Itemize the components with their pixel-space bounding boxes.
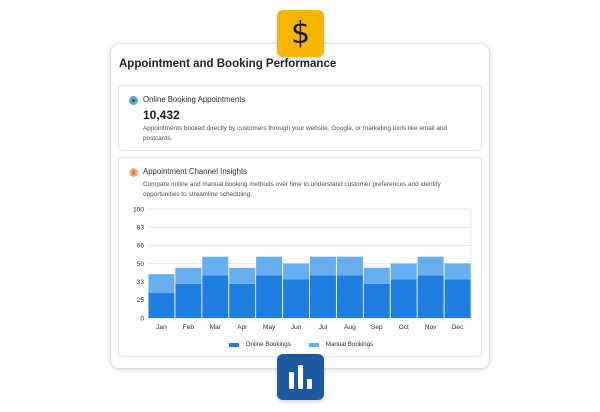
bar-chart-icon-bar-2 — [298, 365, 303, 389]
bar-manual-aug[interactable] — [336, 256, 363, 276]
bar-online-mar[interactable] — [202, 275, 229, 318]
bar-online-nov[interactable] — [417, 275, 444, 318]
x-tick-label: Jan — [156, 324, 167, 331]
bar-manual-jun[interactable] — [283, 263, 310, 280]
y-tick-label: 100 — [133, 206, 144, 213]
dollar-badge: $ — [277, 10, 324, 57]
y-tick-label: 25 — [137, 297, 145, 304]
bar-online-feb[interactable] — [175, 283, 202, 318]
y-tick-label: 50 — [137, 261, 145, 268]
x-tick-label: Nov — [425, 324, 437, 331]
bar-manual-feb[interactable] — [175, 267, 202, 284]
channel-insights-panel: Appointment Channel Insights Compare onl… — [118, 157, 482, 357]
y-tick-label: 66 — [137, 243, 145, 250]
x-tick-label: Aug — [344, 324, 356, 331]
legend-item-online[interactable]: Online Bookings — [228, 341, 291, 348]
x-tick-label: Jun — [291, 324, 302, 331]
y-tick-label: 83 — [137, 224, 145, 231]
bar-online-dec[interactable] — [444, 279, 471, 318]
bar-manual-nov[interactable] — [417, 256, 444, 276]
chart-legend: Online Bookings Manual Bookings — [119, 341, 483, 348]
x-tick-label: Jul — [319, 324, 328, 331]
channel-insights-heading: Appointment Channel Insights — [143, 167, 248, 176]
online-booking-panel: Online Booking Appointments 10,432 Appoi… — [118, 85, 482, 151]
bar-online-oct[interactable] — [390, 279, 417, 318]
bar-chart-icon-bar-3 — [307, 379, 312, 389]
bar-manual-may[interactable] — [256, 256, 283, 276]
info-dot-icon — [129, 96, 138, 105]
y-tick-label: 33 — [137, 279, 145, 286]
online-booking-description: Appointments booked directly by customer… — [143, 125, 448, 142]
x-tick-label: Feb — [183, 324, 195, 331]
bookings-chart: 100 83 66 50 33 25 0 Jan Feb Mar Apr May Jun Jul Aug Se… — [133, 206, 472, 331]
bar-manual-apr[interactable] — [229, 267, 256, 284]
bar-chart-icon-bar-1 — [289, 372, 294, 389]
bar-manual-mar[interactable] — [202, 256, 229, 276]
legend-item-manual[interactable]: Manual Bookings — [308, 341, 374, 348]
bar-online-may[interactable] — [256, 275, 283, 318]
bar-online-jun[interactable] — [283, 279, 310, 318]
y-tick-label: 0 — [140, 315, 144, 322]
dollar-icon: $ — [290, 15, 311, 51]
x-tick-label: Oct — [399, 324, 409, 331]
bar-online-sep[interactable] — [363, 283, 390, 318]
legend-swatch-manual — [308, 342, 319, 347]
bar-manual-sep[interactable] — [363, 267, 390, 284]
bar-manual-jan[interactable] — [148, 274, 175, 294]
document-icon — [129, 168, 138, 177]
legend-swatch-online — [228, 342, 239, 347]
online-booking-value: 10,432 — [143, 108, 180, 122]
legend-label-manual: Manual Bookings — [325, 341, 374, 348]
bar-online-jul[interactable] — [309, 275, 336, 318]
card-title: Appointment and Booking Performance — [119, 58, 337, 70]
bar-manual-oct[interactable] — [390, 263, 417, 280]
x-tick-label: Sep — [371, 324, 383, 331]
x-tick-label: Dec — [452, 324, 464, 331]
bar-manual-jul[interactable] — [309, 256, 336, 276]
bar-online-aug[interactable] — [336, 275, 363, 318]
x-tick-label: Mar — [210, 324, 222, 331]
performance-card: Appointment and Booking Performance Onli… — [111, 44, 489, 368]
channel-insights-description: Compare online and manual booking method… — [143, 181, 441, 198]
online-booking-heading: Online Booking Appointments — [143, 95, 246, 104]
legend-label-online: Online Bookings — [245, 341, 291, 348]
bar-online-jan[interactable] — [148, 293, 175, 318]
x-tick-label: May — [263, 324, 276, 331]
bar-manual-dec[interactable] — [444, 263, 471, 280]
x-tick-label: Apr — [237, 324, 248, 331]
bar-chart-badge — [277, 354, 324, 400]
bar-online-apr[interactable] — [229, 283, 256, 318]
